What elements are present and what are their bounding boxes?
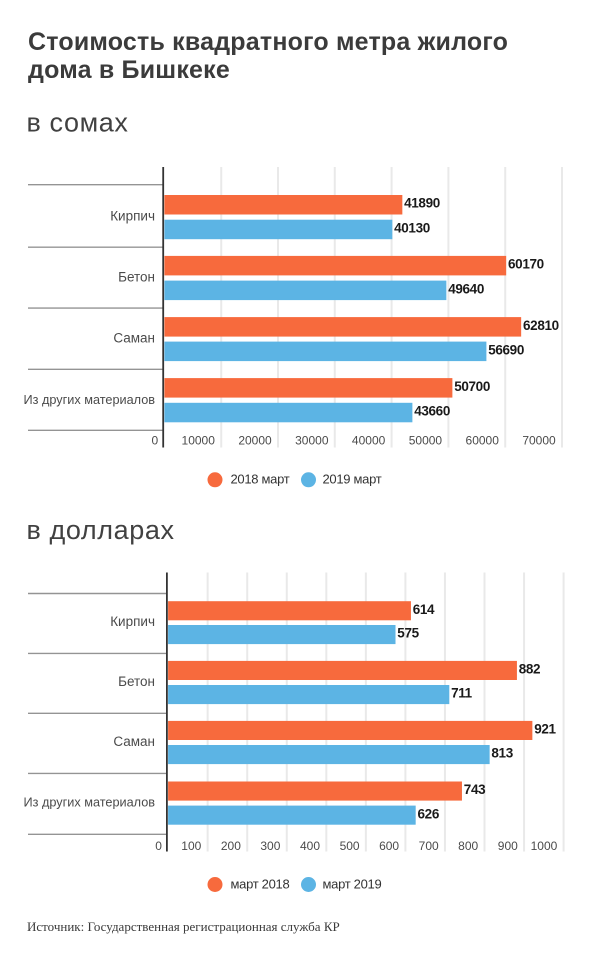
svg-text:Саман: Саман [113, 734, 155, 749]
svg-text:600: 600 [379, 839, 399, 853]
svg-text:900: 900 [498, 839, 518, 853]
svg-text:0: 0 [155, 839, 162, 853]
svg-text:Кирпич: Кирпич [110, 209, 155, 224]
svg-text:Саман: Саман [113, 331, 155, 346]
svg-text:626: 626 [418, 806, 440, 821]
svg-text:300: 300 [260, 839, 280, 853]
svg-text:60000: 60000 [466, 433, 500, 447]
svg-text:60170: 60170 [508, 257, 544, 272]
svg-text:Из других материалов: Из других материалов [24, 393, 156, 407]
svg-text:2018 март: 2018 март [231, 472, 290, 487]
svg-text:700: 700 [419, 839, 439, 853]
svg-text:1000: 1000 [531, 839, 558, 853]
svg-text:Бетон: Бетон [118, 270, 155, 285]
svg-text:500: 500 [340, 839, 360, 853]
svg-text:62810: 62810 [523, 318, 559, 333]
svg-text:40000: 40000 [352, 433, 386, 447]
svg-text:20000: 20000 [238, 433, 272, 447]
svg-text:в долларах: в долларах [27, 515, 175, 545]
svg-text:40130: 40130 [394, 220, 430, 235]
svg-text:70000: 70000 [522, 433, 556, 447]
svg-text:0: 0 [152, 433, 159, 447]
svg-text:Источник: Государственная реги: Источник: Государственная регистрационна… [27, 919, 340, 934]
svg-text:Из других материалов: Из других материалов [24, 796, 156, 810]
svg-text:711: 711 [451, 686, 473, 701]
svg-text:800: 800 [458, 839, 478, 853]
svg-text:50000: 50000 [409, 433, 443, 447]
svg-text:56690: 56690 [488, 342, 524, 357]
svg-text:50700: 50700 [454, 379, 490, 394]
svg-text:813: 813 [491, 746, 513, 761]
svg-text:Бетон: Бетон [118, 674, 155, 689]
svg-text:дома в Бишкеке: дома в Бишкеке [28, 56, 230, 84]
svg-text:10000: 10000 [182, 433, 216, 447]
svg-text:743: 743 [464, 782, 486, 797]
svg-text:Кирпич: Кирпич [110, 614, 155, 629]
svg-text:2019 март: 2019 март [323, 472, 382, 487]
svg-text:41890: 41890 [404, 196, 440, 211]
svg-text:30000: 30000 [295, 433, 329, 447]
svg-text:март 2018: март 2018 [231, 876, 290, 891]
svg-text:921: 921 [534, 722, 556, 737]
svg-text:200: 200 [221, 839, 241, 853]
svg-text:882: 882 [519, 662, 540, 677]
svg-text:49640: 49640 [448, 281, 484, 296]
svg-text:Стоимость квадратного метра жи: Стоимость квадратного метра жилого [28, 28, 508, 56]
svg-text:март 2019: март 2019 [323, 876, 382, 891]
svg-text:400: 400 [300, 839, 320, 853]
svg-text:в сомах: в сомах [27, 108, 129, 138]
svg-text:43660: 43660 [414, 404, 450, 419]
svg-text:575: 575 [397, 626, 419, 641]
svg-text:100: 100 [181, 839, 201, 853]
svg-text:614: 614 [413, 602, 435, 617]
